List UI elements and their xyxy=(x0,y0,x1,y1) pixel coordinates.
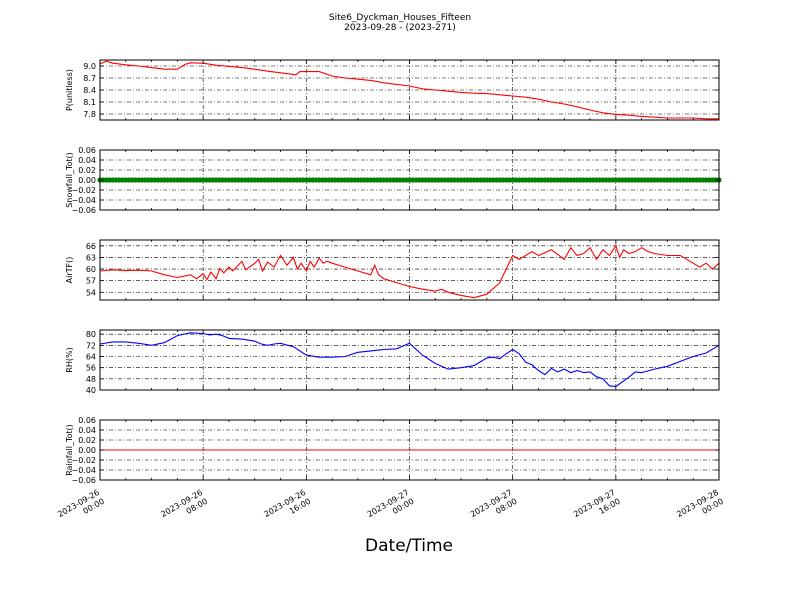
y-tick-label: 8.4 xyxy=(83,86,96,95)
y-tick-label: 0.06 xyxy=(78,146,96,155)
y-tick-label: 60 xyxy=(86,265,96,274)
y-tick-label: 0.00 xyxy=(78,176,96,185)
y-tick-label: 66 xyxy=(86,242,96,251)
subplots: 7.88.18.48.79.0P(unitless)−0.06−0.04−0.0… xyxy=(65,59,722,485)
y-tick-label: 56 xyxy=(86,364,96,373)
x-axis-label: Date/Time xyxy=(365,536,453,556)
y-tick-label: 8.7 xyxy=(83,74,96,83)
y-tick-label: −0.04 xyxy=(71,466,96,475)
y-tick-label: 63 xyxy=(86,253,96,262)
y-tick-label: 72 xyxy=(86,341,96,350)
y-axis-label: Snowfall_Tot() xyxy=(65,152,74,208)
y-tick-label: 80 xyxy=(86,330,96,339)
y-tick-label: 7.8 xyxy=(83,110,96,119)
y-tick-label: −0.02 xyxy=(71,456,96,465)
y-tick-label: 0.06 xyxy=(78,416,96,425)
y-tick-label: 0.04 xyxy=(78,426,96,435)
y-axis-label: P(unitless) xyxy=(65,69,74,111)
y-tick-label: 48 xyxy=(86,375,96,384)
x-tick-label: 2023-09-2800:00 xyxy=(675,488,725,528)
subplot-1: 7.8 8.1 8.4 8.7 9.0 P(unitless) xyxy=(65,59,720,121)
y-tick-label: −0.06 xyxy=(71,476,96,485)
y-tick-label: −0.02 xyxy=(71,186,96,195)
y-tick-label: 0.02 xyxy=(78,436,96,445)
y-tick-label: 0.00 xyxy=(78,446,96,455)
y-axis-label: Rainfall_Tot() xyxy=(65,424,74,476)
series-line-1 xyxy=(99,60,719,120)
y-tick-label: 8.1 xyxy=(83,98,96,107)
y-tick-label: 0.02 xyxy=(78,166,96,175)
x-tick-label: 2023-09-2708:00 xyxy=(469,488,519,528)
y-axis-label: RH(%) xyxy=(65,347,74,372)
y-tick-label: −0.06 xyxy=(71,206,96,215)
x-tick-label: 2023-09-2700:00 xyxy=(366,488,416,528)
x-tick-label: 2023-09-2616:00 xyxy=(263,488,313,528)
series-line-4 xyxy=(99,332,720,388)
y-tick-label: −0.04 xyxy=(71,196,96,205)
x-tick-labels: 2023-09-2600:00 2023-09-2608:00 2023-09-26… xyxy=(56,488,725,528)
x-tick-label: 2023-09-2600:00 xyxy=(56,488,106,528)
x-tick-label: 2023-09-2608:00 xyxy=(159,488,209,528)
x-tick-label: 2023-09-2716:00 xyxy=(572,488,622,528)
y-tick-label: 9.0 xyxy=(83,62,96,71)
subplot-3: 54 57 60 63 66 AirTF() xyxy=(65,239,720,301)
figure-title: Site6_Dyckman_Houses_Fifteen xyxy=(329,13,471,23)
y-tick-label: 64 xyxy=(86,353,96,362)
y-tick-label: 0.04 xyxy=(78,156,96,165)
series-snowfall-points xyxy=(97,177,722,183)
y-tick-label: 54 xyxy=(86,288,96,297)
y-tick-label: 57 xyxy=(86,277,96,286)
y-axis-label: AirTF() xyxy=(65,257,74,284)
subplot-4: 40 48 56 64 72 80 RH(%) xyxy=(65,329,720,395)
figure-subtitle: 2023-09-28 - (2023-271) xyxy=(344,23,456,33)
subplot-2: −0.06−0.04−0.020.000.020.040.06 Snowfall_… xyxy=(65,146,722,215)
series-line-3 xyxy=(99,244,720,299)
subplot-5: −0.06−0.04−0.020.000.020.040.06 Rainfall_… xyxy=(65,416,720,485)
y-tick-label: 40 xyxy=(86,386,96,395)
